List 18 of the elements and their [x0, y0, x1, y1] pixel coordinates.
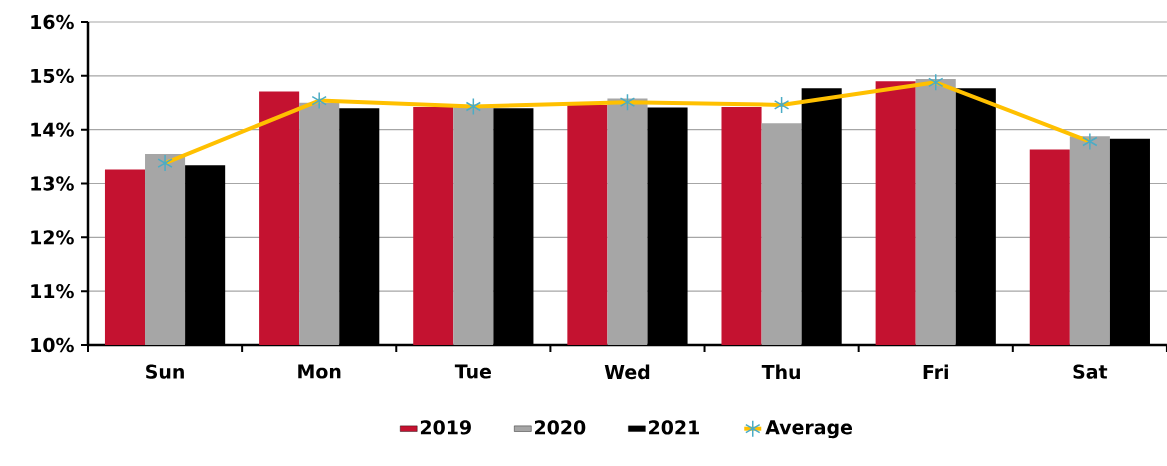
- legend-label: Average: [765, 420, 852, 439]
- y-tick-label: 12%: [31, 230, 74, 245]
- x-tick-label: Mon: [298, 364, 341, 379]
- x-tick-label: Thu: [761, 364, 800, 380]
- legend-label: 2021: [649, 420, 699, 435]
- y-tick-label: 16%: [31, 14, 74, 30]
- x-tick-label: Sun: [146, 364, 184, 379]
- y-tick-label: 14%: [31, 122, 74, 137]
- x-tick-label: Tue: [454, 364, 491, 379]
- x-tick-label: Fri: [923, 364, 948, 379]
- legend-label: 2020: [535, 420, 586, 435]
- y-tick-label: 13%: [31, 176, 74, 191]
- y-tick-label: 10%: [31, 337, 74, 353]
- legend-label: 2019: [420, 420, 471, 435]
- x-tick-label: Wed: [604, 364, 650, 380]
- y-tick-label: 11%: [31, 284, 74, 299]
- y-tick-label: 15%: [31, 68, 74, 83]
- x-tick-label: Sat: [1073, 364, 1108, 379]
